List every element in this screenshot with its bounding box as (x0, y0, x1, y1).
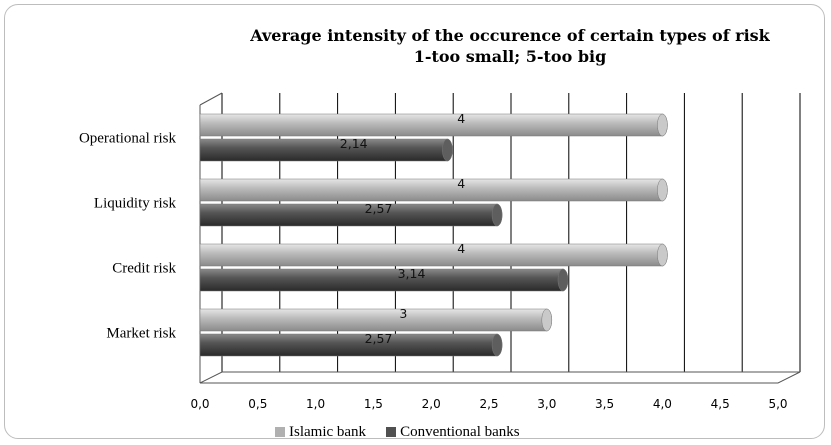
category-label-0: Operational risk (79, 131, 177, 147)
data-label-conventional-1: 2,57 (365, 201, 393, 216)
chart-floor (199, 371, 801, 384)
data-label-islamic-3: 3 (399, 306, 407, 321)
x-tick-label-1: 0,5 (248, 397, 267, 411)
category-label-1: Liquidity risk (94, 196, 177, 212)
legend-label-conventional: Conventional banks (400, 423, 520, 440)
bar-cap-conventional-3 (491, 333, 503, 357)
x-tick-label-4: 2,0 (422, 397, 441, 411)
chart-subtitle: 1-too small; 5-too big (413, 47, 607, 66)
bar-conventional-2 (199, 268, 569, 292)
x-tick-label-7: 3,5 (595, 397, 614, 411)
x-tick-label-9: 4,5 (711, 397, 730, 411)
x-tick-label-8: 4,0 (653, 397, 672, 411)
bar-islamic-3 (199, 308, 553, 332)
bar-cap-conventional-2 (557, 268, 569, 292)
x-tick-label-5: 2,5 (479, 397, 498, 411)
chart-title: Average intensity of the occurence of ce… (250, 26, 770, 45)
bar-islamic-0 (199, 113, 668, 137)
bar-islamic-2 (199, 243, 668, 267)
bar-conventional-0 (199, 138, 453, 162)
bar-cap-islamic-2 (657, 243, 668, 267)
x-tick-label-3: 1,5 (364, 397, 383, 411)
legend-swatch-islamic (275, 427, 285, 437)
data-label-conventional-0: 2,14 (340, 136, 368, 151)
bar-cap-islamic-1 (657, 178, 668, 202)
legend-item-conventional: Conventional banks (386, 424, 520, 441)
legend-item-islamic: Islamic bank (275, 424, 366, 441)
x-tick-label-0: 0,0 (190, 397, 209, 411)
data-label-islamic-0: 4 (457, 111, 465, 126)
x-tick-label-2: 1,0 (306, 397, 325, 411)
legend-label-islamic: Islamic bank (289, 423, 367, 440)
x-tick-label-6: 3,0 (537, 397, 556, 411)
data-label-conventional-3: 2,57 (365, 331, 393, 346)
bar-conventional-1 (199, 203, 503, 227)
bar-cap-islamic-3 (541, 308, 553, 332)
data-label-conventional-2: 3,14 (398, 266, 426, 281)
data-label-islamic-2: 4 (457, 241, 465, 256)
bar-cap-islamic-0 (657, 113, 668, 137)
bar-cap-conventional-0 (442, 138, 453, 162)
x-tick-label-10: 5,0 (768, 397, 787, 411)
bar-conventional-3 (199, 333, 503, 357)
bar-islamic-1 (199, 178, 668, 202)
category-label-3: Market risk (106, 326, 176, 342)
bar-cap-conventional-1 (491, 203, 503, 227)
side-wall-top-edge (199, 92, 223, 106)
legend-swatch-conventional (386, 427, 397, 437)
category-label-2: Credit risk (112, 261, 176, 277)
legend: Islamic bank Conventional banks (275, 422, 520, 442)
data-label-islamic-1: 4 (457, 176, 465, 191)
